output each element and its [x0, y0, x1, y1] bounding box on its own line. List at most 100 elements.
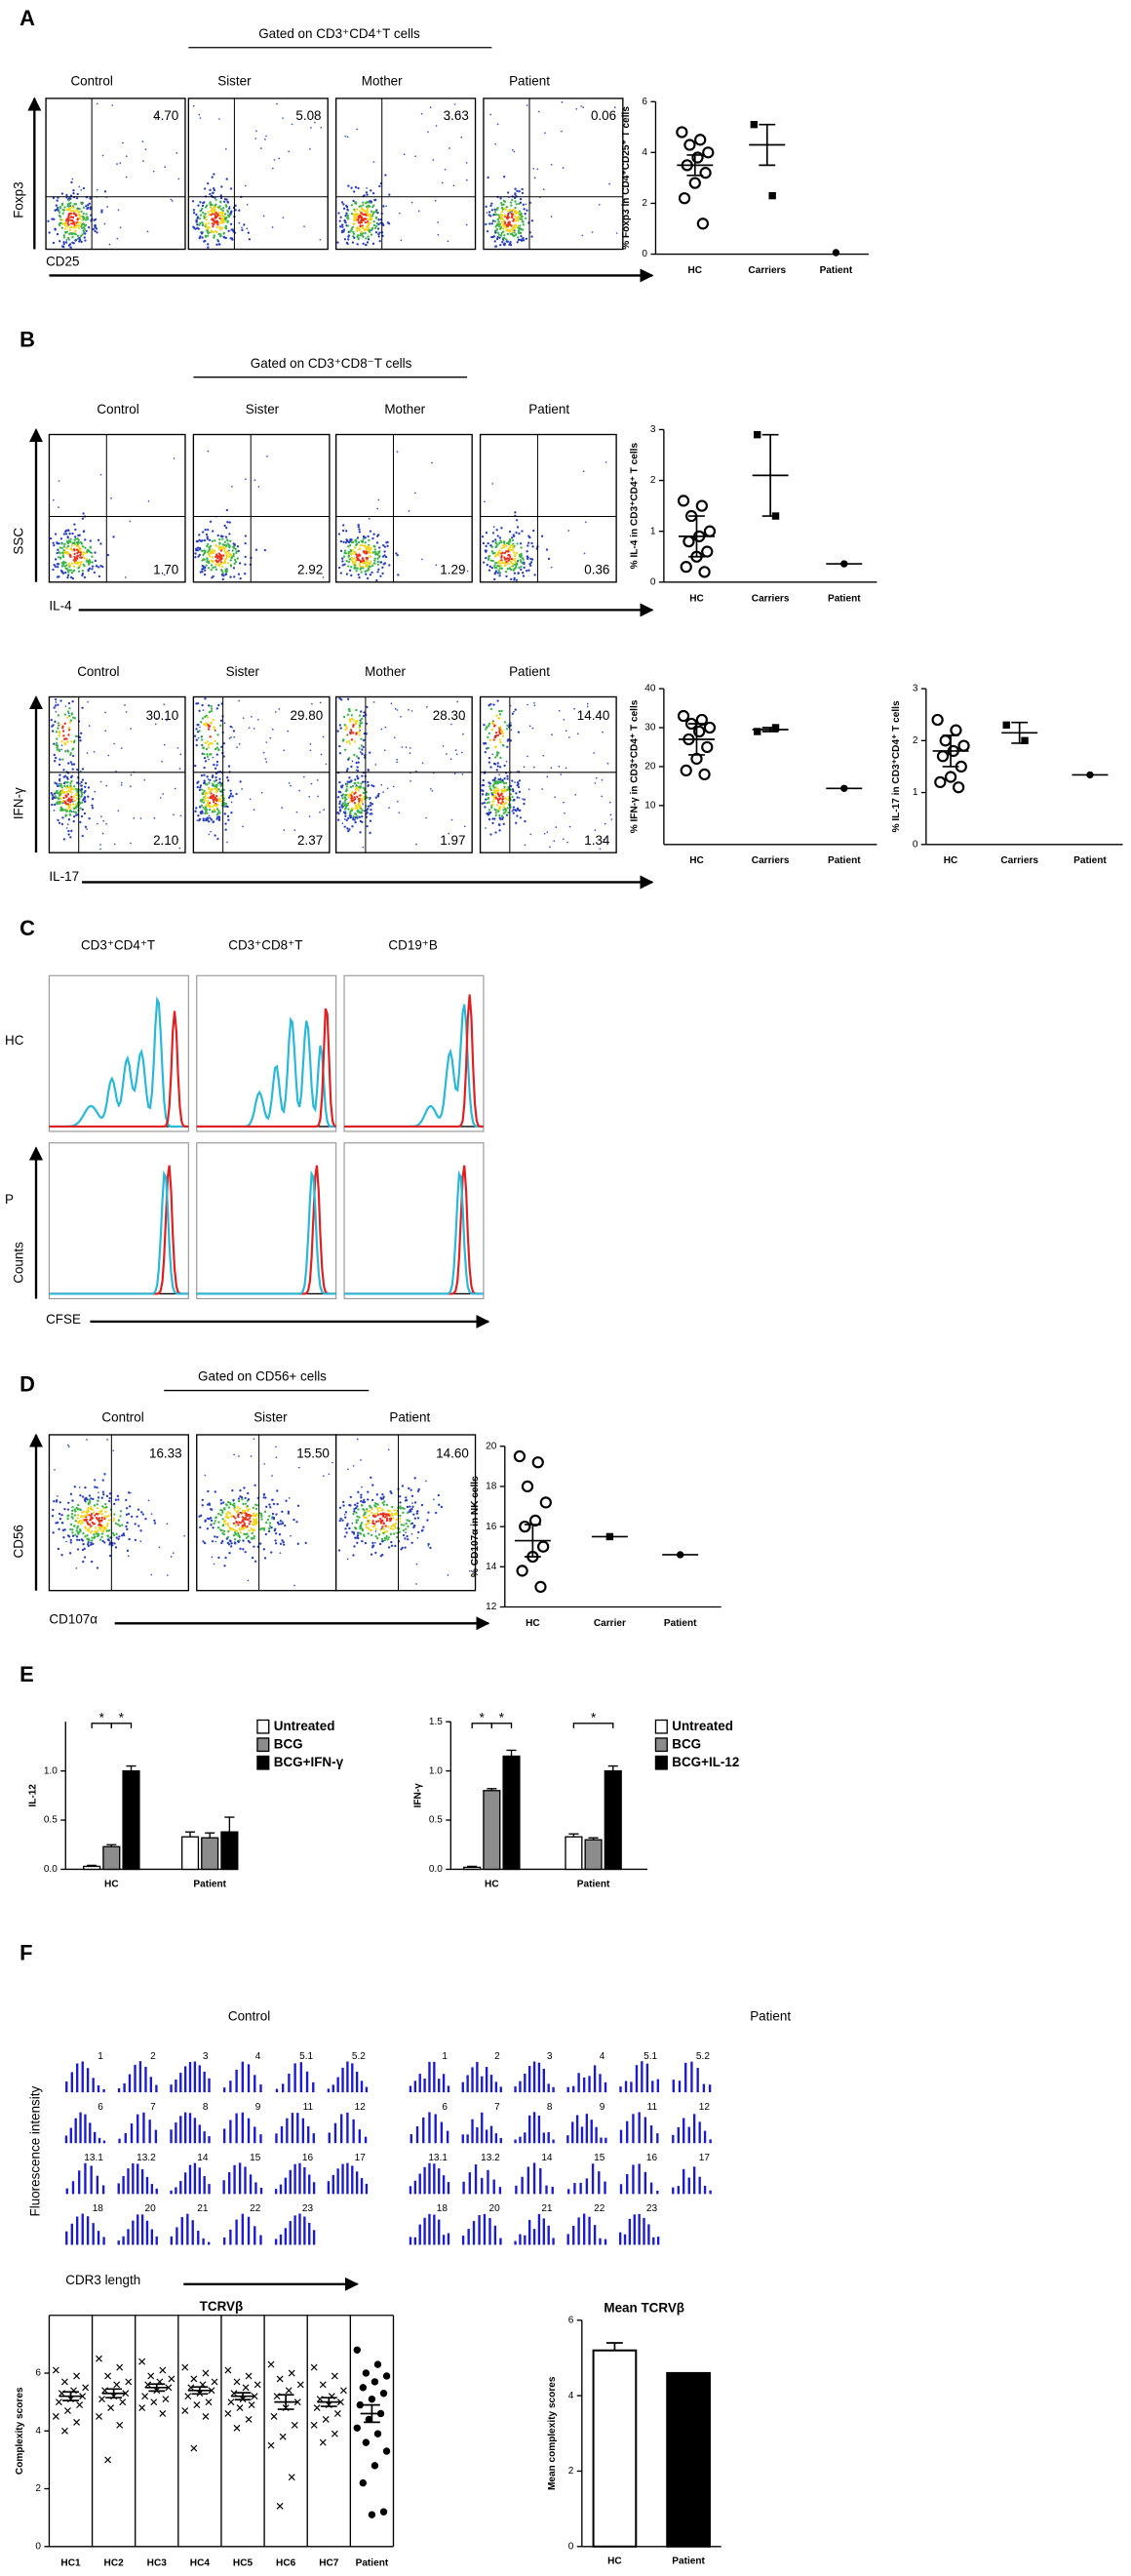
event-dot [340, 540, 342, 542]
event-dot [205, 206, 207, 208]
event-dot [347, 1468, 349, 1470]
event-dot [321, 127, 323, 129]
event-dot [71, 1506, 73, 1508]
event-dot [350, 794, 352, 796]
x-tick-label: Patient [193, 1879, 226, 1889]
event-dot [498, 225, 500, 227]
event-dot [240, 1522, 242, 1524]
event-dot [374, 1552, 376, 1554]
event-dot [209, 809, 211, 811]
event-dot [88, 1529, 90, 1531]
event-dot [76, 210, 78, 212]
event-dot [397, 709, 399, 711]
event-dot [487, 793, 488, 795]
event-dot [215, 544, 217, 546]
event-dot [206, 792, 208, 794]
event-dot [196, 218, 198, 219]
event-dot [371, 1542, 373, 1544]
event-dot [204, 716, 206, 718]
event-dot [326, 764, 328, 766]
event-dot [223, 550, 225, 552]
event-dot [74, 717, 76, 719]
event-dot [359, 719, 361, 721]
event-dot [350, 729, 352, 731]
event-dot [102, 1490, 104, 1492]
event-dot [106, 206, 108, 208]
event-dot [244, 573, 246, 575]
event-dot [361, 799, 363, 801]
y-tick-label: 18 [486, 1482, 497, 1492]
event-dot [195, 807, 197, 809]
event-dot [89, 1524, 91, 1526]
event-dot [498, 237, 500, 239]
event-dot [498, 729, 500, 731]
event-dot [226, 221, 228, 223]
event-dot [84, 236, 86, 238]
event-dot [366, 1526, 368, 1528]
plot-title: Patient [509, 74, 550, 89]
event-dot [264, 549, 266, 551]
event-dot [354, 802, 356, 804]
event-dot [376, 571, 378, 573]
event-dot [207, 243, 209, 245]
event-dot [215, 1541, 217, 1543]
legend-label: BCG [672, 1736, 701, 1751]
event-dot [238, 1497, 240, 1499]
y-tick-label: 12 [486, 1602, 497, 1612]
event-dot [222, 1524, 224, 1526]
event-dot [256, 1504, 258, 1506]
event-dot [222, 554, 224, 556]
event-dot [88, 817, 90, 819]
event-dot [60, 1554, 62, 1556]
event-dot [616, 232, 618, 234]
spectratype-bar [155, 2085, 157, 2093]
event-dot [82, 809, 84, 811]
event-dot [381, 1538, 383, 1540]
data-point [690, 178, 700, 188]
event-dot [85, 213, 87, 215]
event-dot [86, 1439, 88, 1441]
event-dot [229, 545, 231, 547]
event-dot [395, 708, 397, 710]
event-dot [82, 554, 84, 556]
event-dot [375, 225, 377, 227]
event-dot [245, 535, 247, 536]
event-dot [249, 1523, 251, 1525]
event-dot [224, 828, 226, 830]
event-dot [340, 1518, 342, 1520]
event-dot [73, 811, 75, 812]
data-point [679, 495, 688, 505]
event-dot [272, 729, 274, 731]
event-dot [58, 480, 60, 482]
event-dot [512, 549, 514, 551]
event-dot [295, 1521, 297, 1523]
event-dot [498, 829, 500, 831]
event-dot [526, 704, 528, 706]
event-dot [409, 1505, 410, 1507]
y-tick-label: 20 [486, 1441, 497, 1451]
data-point [698, 218, 708, 228]
event-dot [356, 770, 358, 772]
event-dot [371, 565, 373, 567]
event-dot [517, 526, 519, 528]
event-dot [288, 1512, 290, 1514]
event-dot [521, 216, 523, 218]
spectratype-bar [306, 2072, 308, 2092]
event-dot [292, 124, 293, 126]
event-dot [350, 575, 352, 576]
event-dot [211, 1509, 213, 1511]
event-dot [544, 132, 546, 134]
event-dot [337, 812, 339, 814]
event-dot [425, 817, 427, 819]
event-dot [68, 213, 70, 215]
event-dot [488, 818, 490, 820]
event-dot [361, 231, 363, 233]
spectratype-bar [71, 2072, 73, 2092]
x-tick-label: HC [104, 1879, 119, 1889]
data-point [933, 715, 943, 725]
data-point [701, 168, 711, 178]
data-point [700, 567, 710, 576]
event-dot [532, 530, 534, 532]
event-dot [517, 561, 519, 563]
event-dot [64, 750, 66, 752]
